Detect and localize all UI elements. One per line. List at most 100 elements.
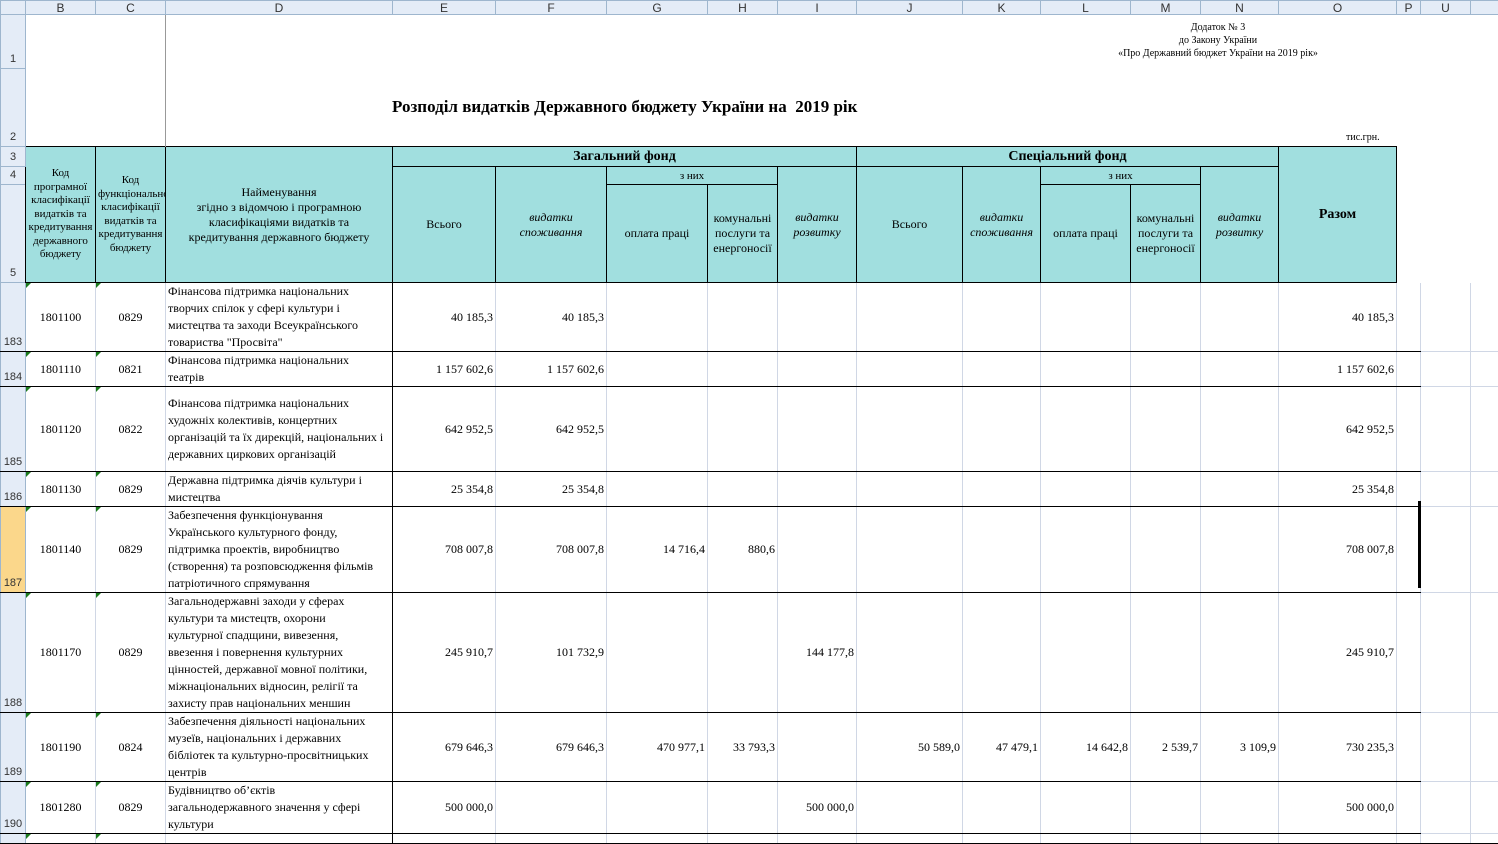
- program-code-cell[interactable]: 1801280: [26, 782, 96, 834]
- value-cell[interactable]: 25 354,8: [1279, 472, 1397, 507]
- value-cell[interactable]: [857, 472, 963, 507]
- program-code-cell[interactable]: 1801170: [26, 593, 96, 713]
- row-header[interactable]: 4: [1, 167, 26, 185]
- value-cell[interactable]: [1279, 834, 1397, 844]
- value-cell[interactable]: [1471, 834, 1498, 844]
- empty-cell[interactable]: [1471, 713, 1498, 782]
- value-cell[interactable]: 245 910,7: [393, 593, 496, 713]
- row-header[interactable]: 189: [1, 713, 26, 782]
- empty-cell[interactable]: [1421, 283, 1471, 352]
- value-cell[interactable]: [1397, 834, 1421, 844]
- row-header[interactable]: 2: [1, 69, 26, 147]
- value-cell[interactable]: [857, 352, 963, 387]
- value-cell[interactable]: 3 109,9: [1201, 713, 1279, 782]
- value-cell[interactable]: 679 646,3: [393, 713, 496, 782]
- value-cell[interactable]: 708 007,8: [1279, 507, 1397, 593]
- value-cell[interactable]: [1201, 472, 1279, 507]
- program-code-cell[interactable]: 1801120: [26, 387, 96, 472]
- program-code-cell[interactable]: 1801130: [26, 472, 96, 507]
- value-cell[interactable]: [1201, 593, 1279, 713]
- column-header[interactable]: U: [1421, 1, 1471, 15]
- value-cell[interactable]: [607, 593, 708, 713]
- value-cell[interactable]: [778, 713, 857, 782]
- value-cell[interactable]: 642 952,5: [496, 387, 607, 472]
- value-cell[interactable]: 1 157 602,6: [393, 352, 496, 387]
- value-cell[interactable]: 25 354,8: [496, 472, 607, 507]
- empty-cell[interactable]: [1397, 593, 1421, 713]
- value-cell[interactable]: [963, 507, 1041, 593]
- value-cell[interactable]: [778, 352, 857, 387]
- value-cell[interactable]: [1201, 507, 1279, 593]
- value-cell[interactable]: [1131, 834, 1201, 844]
- value-cell[interactable]: 642 952,5: [1279, 387, 1397, 472]
- value-cell[interactable]: 679 646,3: [496, 713, 607, 782]
- value-cell[interactable]: [1201, 352, 1279, 387]
- name-cell[interactable]: Фінансова підтримка національних художні…: [166, 387, 393, 472]
- functional-code-cell[interactable]: 0824: [96, 713, 166, 782]
- value-cell[interactable]: [607, 834, 708, 844]
- column-header[interactable]: N: [1201, 1, 1279, 15]
- value-cell[interactable]: [1201, 283, 1279, 352]
- empty-cell[interactable]: [1421, 713, 1471, 782]
- program-code-cell[interactable]: 1801140: [26, 507, 96, 593]
- column-header[interactable]: I: [778, 1, 857, 15]
- value-cell[interactable]: 245 910,7: [1279, 593, 1397, 713]
- functional-code-cell[interactable]: 0821: [96, 352, 166, 387]
- empty-cell[interactable]: [1471, 283, 1498, 352]
- column-header[interactable]: P: [1397, 1, 1421, 15]
- value-cell[interactable]: [778, 472, 857, 507]
- empty-cell[interactable]: [1397, 472, 1421, 507]
- value-cell[interactable]: [708, 352, 778, 387]
- value-cell[interactable]: [708, 593, 778, 713]
- name-cell[interactable]: Державна підтримка діячів культури і мис…: [166, 472, 393, 507]
- value-cell[interactable]: [1131, 507, 1201, 593]
- value-cell[interactable]: [607, 782, 708, 834]
- value-cell[interactable]: [1131, 387, 1201, 472]
- program-code-cell[interactable]: 1801100: [26, 283, 96, 352]
- value-cell[interactable]: [1041, 782, 1131, 834]
- value-cell[interactable]: [1131, 472, 1201, 507]
- column-header[interactable]: K: [963, 1, 1041, 15]
- functional-code-cell[interactable]: 0829: [96, 472, 166, 507]
- value-cell[interactable]: [1041, 283, 1131, 352]
- value-cell[interactable]: [1041, 834, 1131, 844]
- value-cell[interactable]: 1 157 602,6: [1279, 352, 1397, 387]
- row-header[interactable]: 186: [1, 472, 26, 507]
- value-cell[interactable]: [1201, 782, 1279, 834]
- value-cell[interactable]: 708 007,8: [496, 507, 607, 593]
- value-cell[interactable]: [708, 834, 778, 844]
- value-cell[interactable]: 500 000,0: [1279, 782, 1397, 834]
- value-cell[interactable]: [857, 834, 963, 844]
- value-cell[interactable]: 40 185,3: [496, 283, 607, 352]
- value-cell[interactable]: [708, 283, 778, 352]
- name-cell[interactable]: Забезпечення діяльності національних муз…: [166, 713, 393, 782]
- row-header[interactable]: [1, 834, 26, 844]
- value-cell[interactable]: [496, 782, 607, 834]
- value-cell[interactable]: [1041, 507, 1131, 593]
- functional-code-cell[interactable]: [96, 834, 166, 844]
- empty-cell[interactable]: [1421, 472, 1471, 507]
- value-cell[interactable]: 730 235,3: [1279, 713, 1397, 782]
- empty-cell[interactable]: [1397, 283, 1421, 352]
- value-cell[interactable]: [1041, 593, 1131, 713]
- value-cell[interactable]: [1041, 387, 1131, 472]
- functional-code-cell[interactable]: 0829: [96, 593, 166, 713]
- value-cell[interactable]: [963, 834, 1041, 844]
- value-cell[interactable]: 1 157 602,6: [496, 352, 607, 387]
- value-cell[interactable]: [963, 283, 1041, 352]
- value-cell[interactable]: [1421, 834, 1471, 844]
- value-cell[interactable]: 144 177,8: [778, 593, 857, 713]
- value-cell[interactable]: [1201, 834, 1279, 844]
- value-cell[interactable]: 500 000,0: [393, 782, 496, 834]
- column-header[interactable]: G: [607, 1, 708, 15]
- empty-cell[interactable]: [1471, 387, 1498, 472]
- empty-cell[interactable]: [1397, 352, 1421, 387]
- value-cell[interactable]: 40 185,3: [1279, 283, 1397, 352]
- functional-code-cell[interactable]: 0829: [96, 507, 166, 593]
- value-cell[interactable]: [496, 834, 607, 844]
- functional-code-cell[interactable]: 0829: [96, 782, 166, 834]
- value-cell[interactable]: [778, 387, 857, 472]
- empty-cell[interactable]: [1421, 507, 1471, 593]
- value-cell[interactable]: [1131, 283, 1201, 352]
- empty-cell[interactable]: [1421, 352, 1471, 387]
